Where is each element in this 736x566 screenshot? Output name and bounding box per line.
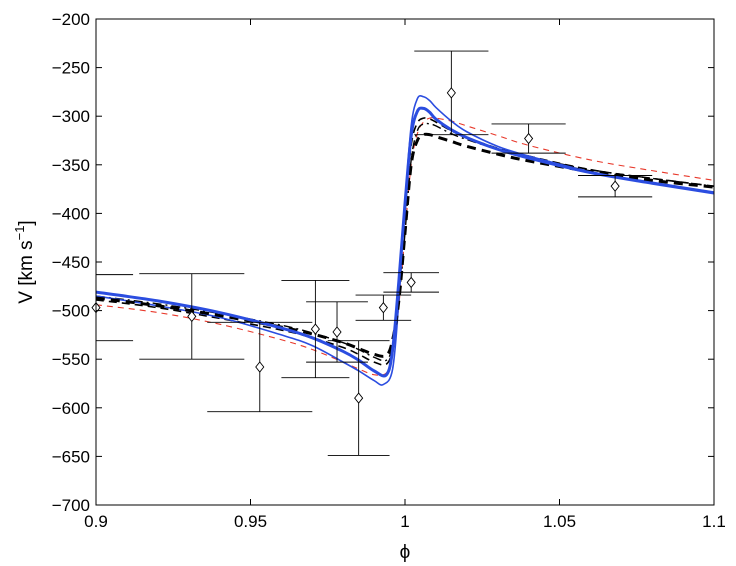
ticks-group: 0.9 0.95 1 1.05 1.1 −700 −650 −600 −550 −500 −450 −… [52, 10, 726, 531]
x-axis-label: ϕ [400, 542, 411, 563]
y-tick-label: −200 [52, 10, 90, 29]
data-point [306, 301, 368, 363]
y-tick-label: −450 [52, 253, 90, 272]
x-tick-label: 1.05 [543, 512, 576, 531]
x-tick-label: 1.1 [702, 512, 726, 531]
x-tick-label: 0.9 [84, 512, 108, 531]
plot-area [91, 50, 714, 456]
diamond-marker [354, 392, 364, 404]
series-line-blue-thick [96, 106, 714, 378]
data-point [491, 123, 566, 154]
data-point [327, 340, 390, 456]
data-point [139, 273, 245, 360]
data-point [355, 294, 412, 321]
y-tick-label: −350 [52, 156, 90, 175]
diamond-marker [255, 361, 265, 373]
diamond-marker [187, 310, 197, 323]
data-point [207, 321, 313, 413]
data-point [91, 274, 134, 342]
y-tick-label: −600 [52, 399, 90, 418]
diamond-marker [406, 276, 416, 289]
diamond-marker [446, 87, 456, 99]
x-tick-label: 0.95 [234, 512, 267, 531]
y-tick-label: −650 [52, 447, 90, 466]
data-point [383, 272, 439, 293]
data-point [281, 280, 350, 379]
data-point [414, 50, 489, 136]
y-tick-label: −250 [52, 59, 90, 78]
data-points-group [91, 50, 653, 456]
axes-frame [95, 18, 715, 506]
y-tick-label: −550 [52, 350, 90, 369]
y-tick-label: −500 [52, 302, 90, 321]
diamond-marker [524, 132, 534, 145]
y-tick-label: −400 [52, 204, 90, 223]
series-line-black-dashed-thick [96, 132, 714, 358]
diamond-marker [378, 301, 388, 314]
x-tick-label: 1 [400, 512, 409, 531]
data-point [578, 175, 653, 198]
diamond-marker [310, 323, 320, 335]
diamond-marker [332, 326, 342, 338]
y-tick-label: −300 [52, 107, 90, 126]
diamond-marker [610, 180, 620, 192]
y-tick-label: −700 [52, 496, 90, 515]
y-axis-label: V [km s−1] [12, 220, 37, 303]
series-group [96, 94, 714, 386]
